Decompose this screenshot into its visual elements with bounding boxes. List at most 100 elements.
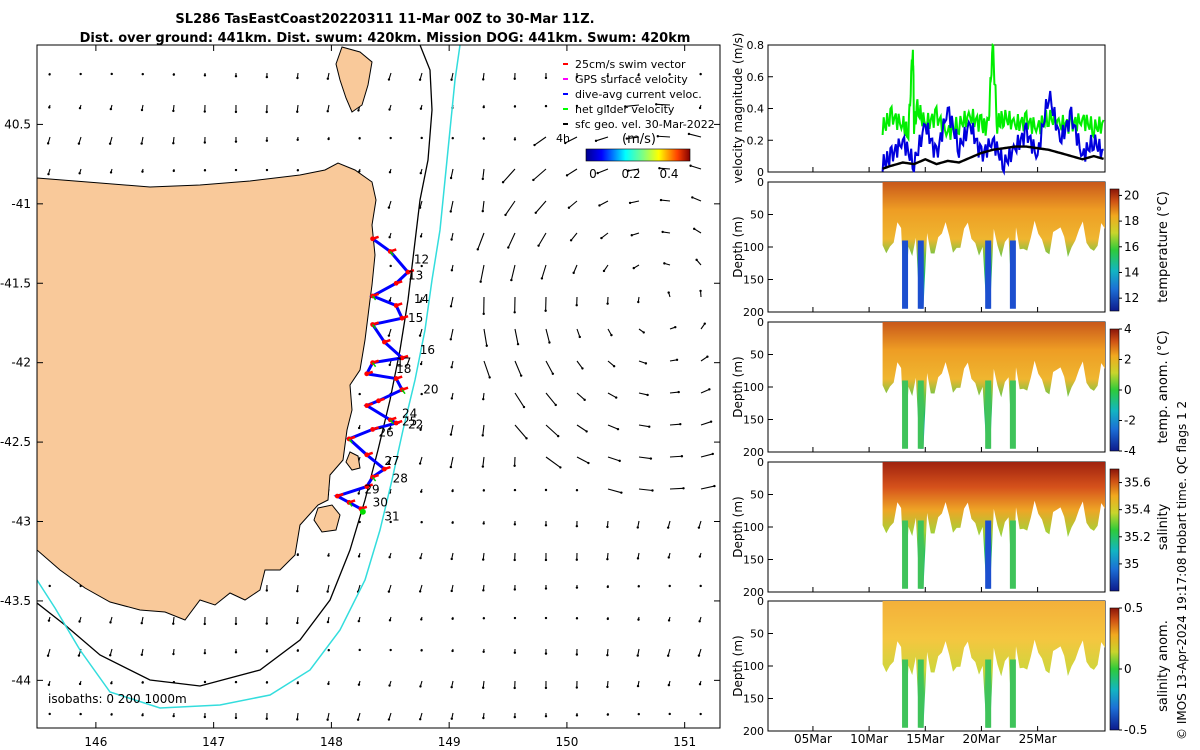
vector-head: [110, 72, 113, 76]
vector-arrow: [656, 103, 671, 106]
lon-tick-label: 151: [673, 735, 696, 749]
map-frame: [36, 44, 721, 729]
dive-profile: [917, 520, 924, 589]
vel-ytick-label: 0: [757, 166, 764, 179]
dive-profile: [1009, 380, 1016, 449]
net-velocity-vector: [348, 438, 353, 444]
vector-head: [48, 584, 51, 588]
vector-head: [485, 344, 488, 347]
depth-tick-label: 100: [743, 241, 764, 254]
vector-arrow: [482, 168, 485, 179]
depth-tick-label: 200: [743, 446, 764, 459]
vector-head: [326, 620, 330, 624]
vector-head: [513, 488, 517, 492]
track-point: [364, 452, 370, 458]
vector-arrow: [570, 232, 578, 241]
vector-head: [572, 271, 575, 275]
colorbar-tick-2: 0.4: [659, 167, 678, 181]
vector-head: [618, 459, 621, 463]
vector-head: [544, 488, 548, 492]
vector-arrow: [568, 200, 578, 209]
vector-head: [109, 171, 113, 174]
vector-head: [630, 234, 633, 237]
vector-head: [234, 110, 238, 114]
vector-arrow: [629, 200, 640, 204]
vector-head: [575, 524, 579, 528]
vector-arrow: [607, 488, 622, 494]
lon-tick-label: 150: [555, 735, 578, 749]
vector-head: [172, 141, 175, 145]
vector-head: [698, 682, 702, 686]
colorbar-tick-label: 35.4: [1124, 503, 1151, 517]
vector-arrow: [566, 168, 578, 176]
lon-tick-label: 146: [84, 735, 107, 749]
vector-head: [203, 651, 207, 655]
vector-head: [450, 365, 453, 369]
vector-head: [632, 266, 635, 270]
vector-arrow: [607, 360, 615, 367]
lon-tick-label: 149: [438, 735, 461, 749]
vector-head: [614, 396, 618, 399]
vector-head: [667, 291, 670, 294]
vector-head: [388, 427, 391, 431]
vector-head: [172, 73, 176, 76]
lat-tick-label: -42: [11, 356, 31, 370]
vector-head: [513, 311, 516, 314]
vector-head: [482, 312, 485, 316]
vector-head: [651, 489, 654, 492]
vector-head: [661, 230, 664, 234]
vector-head: [327, 554, 330, 557]
vector-head: [234, 140, 238, 143]
vector-head: [388, 619, 392, 622]
vector-head: [656, 135, 660, 138]
vector-head: [265, 75, 269, 79]
vector-head: [482, 522, 485, 525]
vector-head: [418, 334, 422, 337]
vector-arrow: [669, 487, 684, 490]
day-label-13: 13: [408, 268, 423, 282]
lat-tick-label: 40.5: [4, 117, 31, 131]
vector-head: [628, 201, 632, 205]
time-axis: 05Mar 10Mar 15Mar 20Mar 25Mar: [794, 732, 1057, 746]
vector-arrow: [480, 264, 485, 282]
vector-head: [575, 75, 579, 79]
vector-head: [140, 653, 144, 656]
vector-arrow: [450, 200, 454, 212]
depth-tick-label: 200: [743, 586, 764, 599]
vector-head: [544, 524, 548, 527]
vector-head: [389, 136, 392, 140]
vector-head: [540, 277, 544, 280]
vector-head: [606, 685, 609, 689]
vector-arrow: [545, 360, 554, 375]
vector-head: [389, 520, 392, 524]
vector-head: [697, 526, 701, 529]
vector-head: [476, 248, 479, 251]
vector-head: [513, 558, 516, 562]
vector-head: [419, 300, 422, 303]
vector-arrow: [576, 360, 583, 369]
vector-arrow: [693, 228, 702, 234]
vector-head: [637, 74, 640, 77]
vector-head: [418, 590, 422, 593]
vector-head: [513, 651, 517, 654]
depth-tick-label: 0: [757, 456, 764, 469]
colorbar-tick-label: 4: [1124, 322, 1132, 336]
vector-arrow: [450, 296, 454, 307]
vector-arrow: [502, 168, 516, 183]
vel-ytick-label: 0.6: [747, 71, 765, 84]
vel-ytick-label: 0.4: [747, 103, 765, 116]
vector-arrow: [535, 200, 547, 214]
vector-head: [575, 714, 579, 717]
vector-head: [606, 713, 610, 716]
vector-head: [450, 238, 453, 241]
imos-credit: © IMOS 13-Apr-2024 19:17:08 Hobart time.…: [1175, 401, 1189, 740]
vector-arrow: [626, 136, 640, 140]
sal_anom-panel: 0 50 100 150 200 Depth (m) -0.5 0 0.5 salinity an…: [731, 595, 1171, 738]
time-tick-label: 10Mar: [850, 732, 888, 746]
vector-head: [525, 437, 528, 440]
vel-ytick-label: 0.2: [747, 134, 765, 147]
vector-head: [703, 322, 706, 325]
vector-arrow: [564, 136, 578, 144]
track-point: [393, 420, 399, 426]
